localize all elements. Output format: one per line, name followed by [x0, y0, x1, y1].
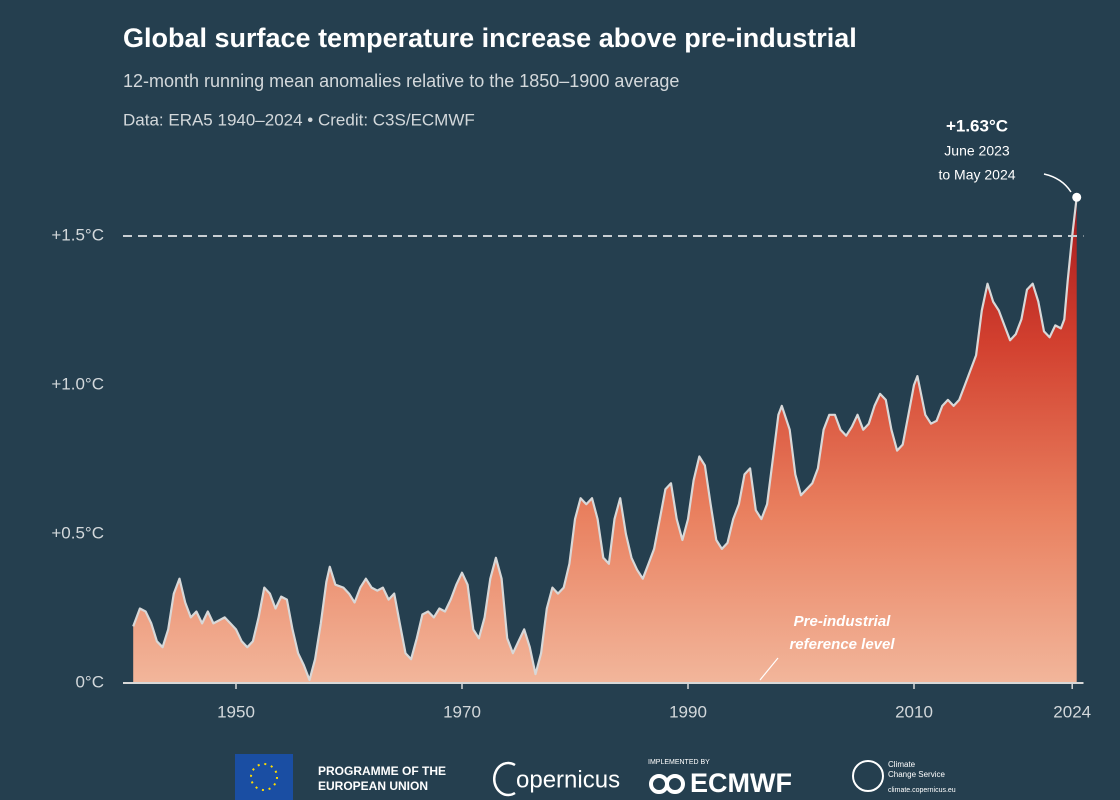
end-point [1072, 192, 1082, 202]
copernicus-text: opernicus [516, 766, 620, 793]
reference-label: reference level [789, 636, 895, 653]
y-tick-label: 0°C [75, 672, 104, 691]
c3s-text: Change Service [888, 770, 945, 779]
y-tick-label: +1.0°C [51, 374, 104, 393]
c3s-logo [852, 760, 884, 792]
line [132, 197, 1078, 682]
c3s-text: Climate [888, 760, 916, 769]
ecmwf-text: ECMWF [690, 768, 792, 798]
footer: PROGRAMME OF THE EUROPEAN UNION opernicu… [235, 754, 956, 800]
chart-title: Global surface temperature increase abov… [123, 23, 857, 53]
ecmwf-logo [649, 774, 669, 794]
peak-period: June 2023 [944, 143, 1010, 159]
area [133, 197, 1077, 684]
eu-text: PROGRAMME OF THE [318, 764, 446, 778]
plot: 0°C +0.5°C +1.0°C +1.5°C 1950 1970 1990 2010 202… [51, 192, 1091, 721]
eu-stars [250, 763, 278, 791]
y-tick-label: +0.5°C [51, 523, 104, 542]
peak-label: +1.63°C [946, 116, 1008, 135]
eu-flag [235, 754, 293, 800]
c3s-url: climate.copernicus.eu [888, 787, 956, 794]
x-tick-label: 1990 [669, 702, 707, 721]
implemented-text: IMPLEMENTED BY [648, 759, 710, 766]
x-tick-label: 2024 [1053, 702, 1091, 721]
reference-label: Pre-industrial [794, 613, 892, 630]
reference-pointer [759, 657, 779, 681]
peak-period: to May 2024 [938, 167, 1015, 183]
subtitle: 12-month running mean anomalies relative… [123, 71, 679, 91]
peak-arrow [1043, 173, 1072, 193]
x-tick-label: 1950 [217, 702, 255, 721]
eu-text: EUROPEAN UNION [318, 779, 428, 793]
x-tick-label: 2010 [895, 702, 933, 721]
ecmwf-logo [665, 774, 685, 794]
source: Data: ERA5 1940–2024 • Credit: C3S/ECMWF [123, 110, 475, 129]
copernicus-c [492, 761, 516, 797]
x-tick-label: 1970 [443, 702, 481, 721]
y-tick-label: +1.5°C [51, 225, 104, 244]
